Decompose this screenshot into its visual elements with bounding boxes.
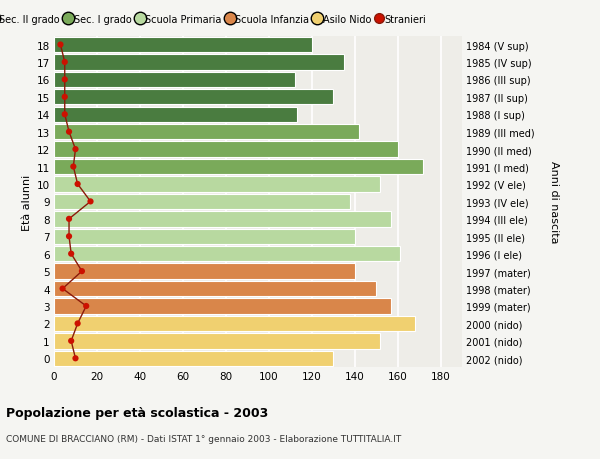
Point: [58, 285, 67, 292]
Point: [86, 198, 95, 206]
Point: [68, 163, 78, 171]
Bar: [54, 73, 295, 88]
Bar: [54, 246, 400, 262]
Point: [73, 181, 82, 188]
Point: [64, 233, 74, 241]
Point: [60, 112, 70, 119]
Bar: [54, 177, 380, 192]
Point: [60, 94, 70, 101]
Bar: [54, 351, 333, 366]
Bar: [54, 142, 398, 157]
Point: [64, 129, 74, 136]
Bar: [54, 212, 391, 227]
Point: [77, 268, 87, 275]
Bar: [54, 55, 344, 71]
Point: [67, 337, 76, 345]
Point: [60, 77, 70, 84]
Bar: [54, 90, 333, 105]
Text: Popolazione per età scolastica - 2003: Popolazione per età scolastica - 2003: [6, 406, 268, 419]
Bar: [54, 160, 424, 175]
Bar: [54, 38, 311, 53]
Text: COMUNE DI BRACCIANO (RM) - Dati ISTAT 1° gennaio 2003 - Elaborazione TUTTITALIA.: COMUNE DI BRACCIANO (RM) - Dati ISTAT 1°…: [6, 434, 401, 443]
Point: [67, 251, 76, 258]
Bar: [54, 264, 355, 279]
Bar: [54, 194, 350, 210]
Point: [64, 216, 74, 223]
Bar: [54, 316, 415, 331]
Y-axis label: Età alunni: Età alunni: [22, 174, 32, 230]
Bar: [54, 229, 355, 244]
Bar: [54, 299, 391, 314]
Bar: [54, 281, 376, 297]
Bar: [54, 125, 359, 140]
Bar: [54, 107, 296, 123]
Point: [60, 59, 70, 67]
Point: [71, 355, 80, 362]
Point: [82, 302, 91, 310]
Point: [56, 42, 65, 49]
Bar: [54, 333, 380, 349]
Point: [73, 320, 82, 327]
Legend: Sec. II grado, Sec. I grado, Scuola Primaria, Scuola Infanzia, Asilo Nido, Stran: Sec. II grado, Sec. I grado, Scuola Prim…: [0, 11, 430, 28]
Y-axis label: Anni di nascita: Anni di nascita: [548, 161, 559, 243]
Point: [71, 146, 80, 153]
